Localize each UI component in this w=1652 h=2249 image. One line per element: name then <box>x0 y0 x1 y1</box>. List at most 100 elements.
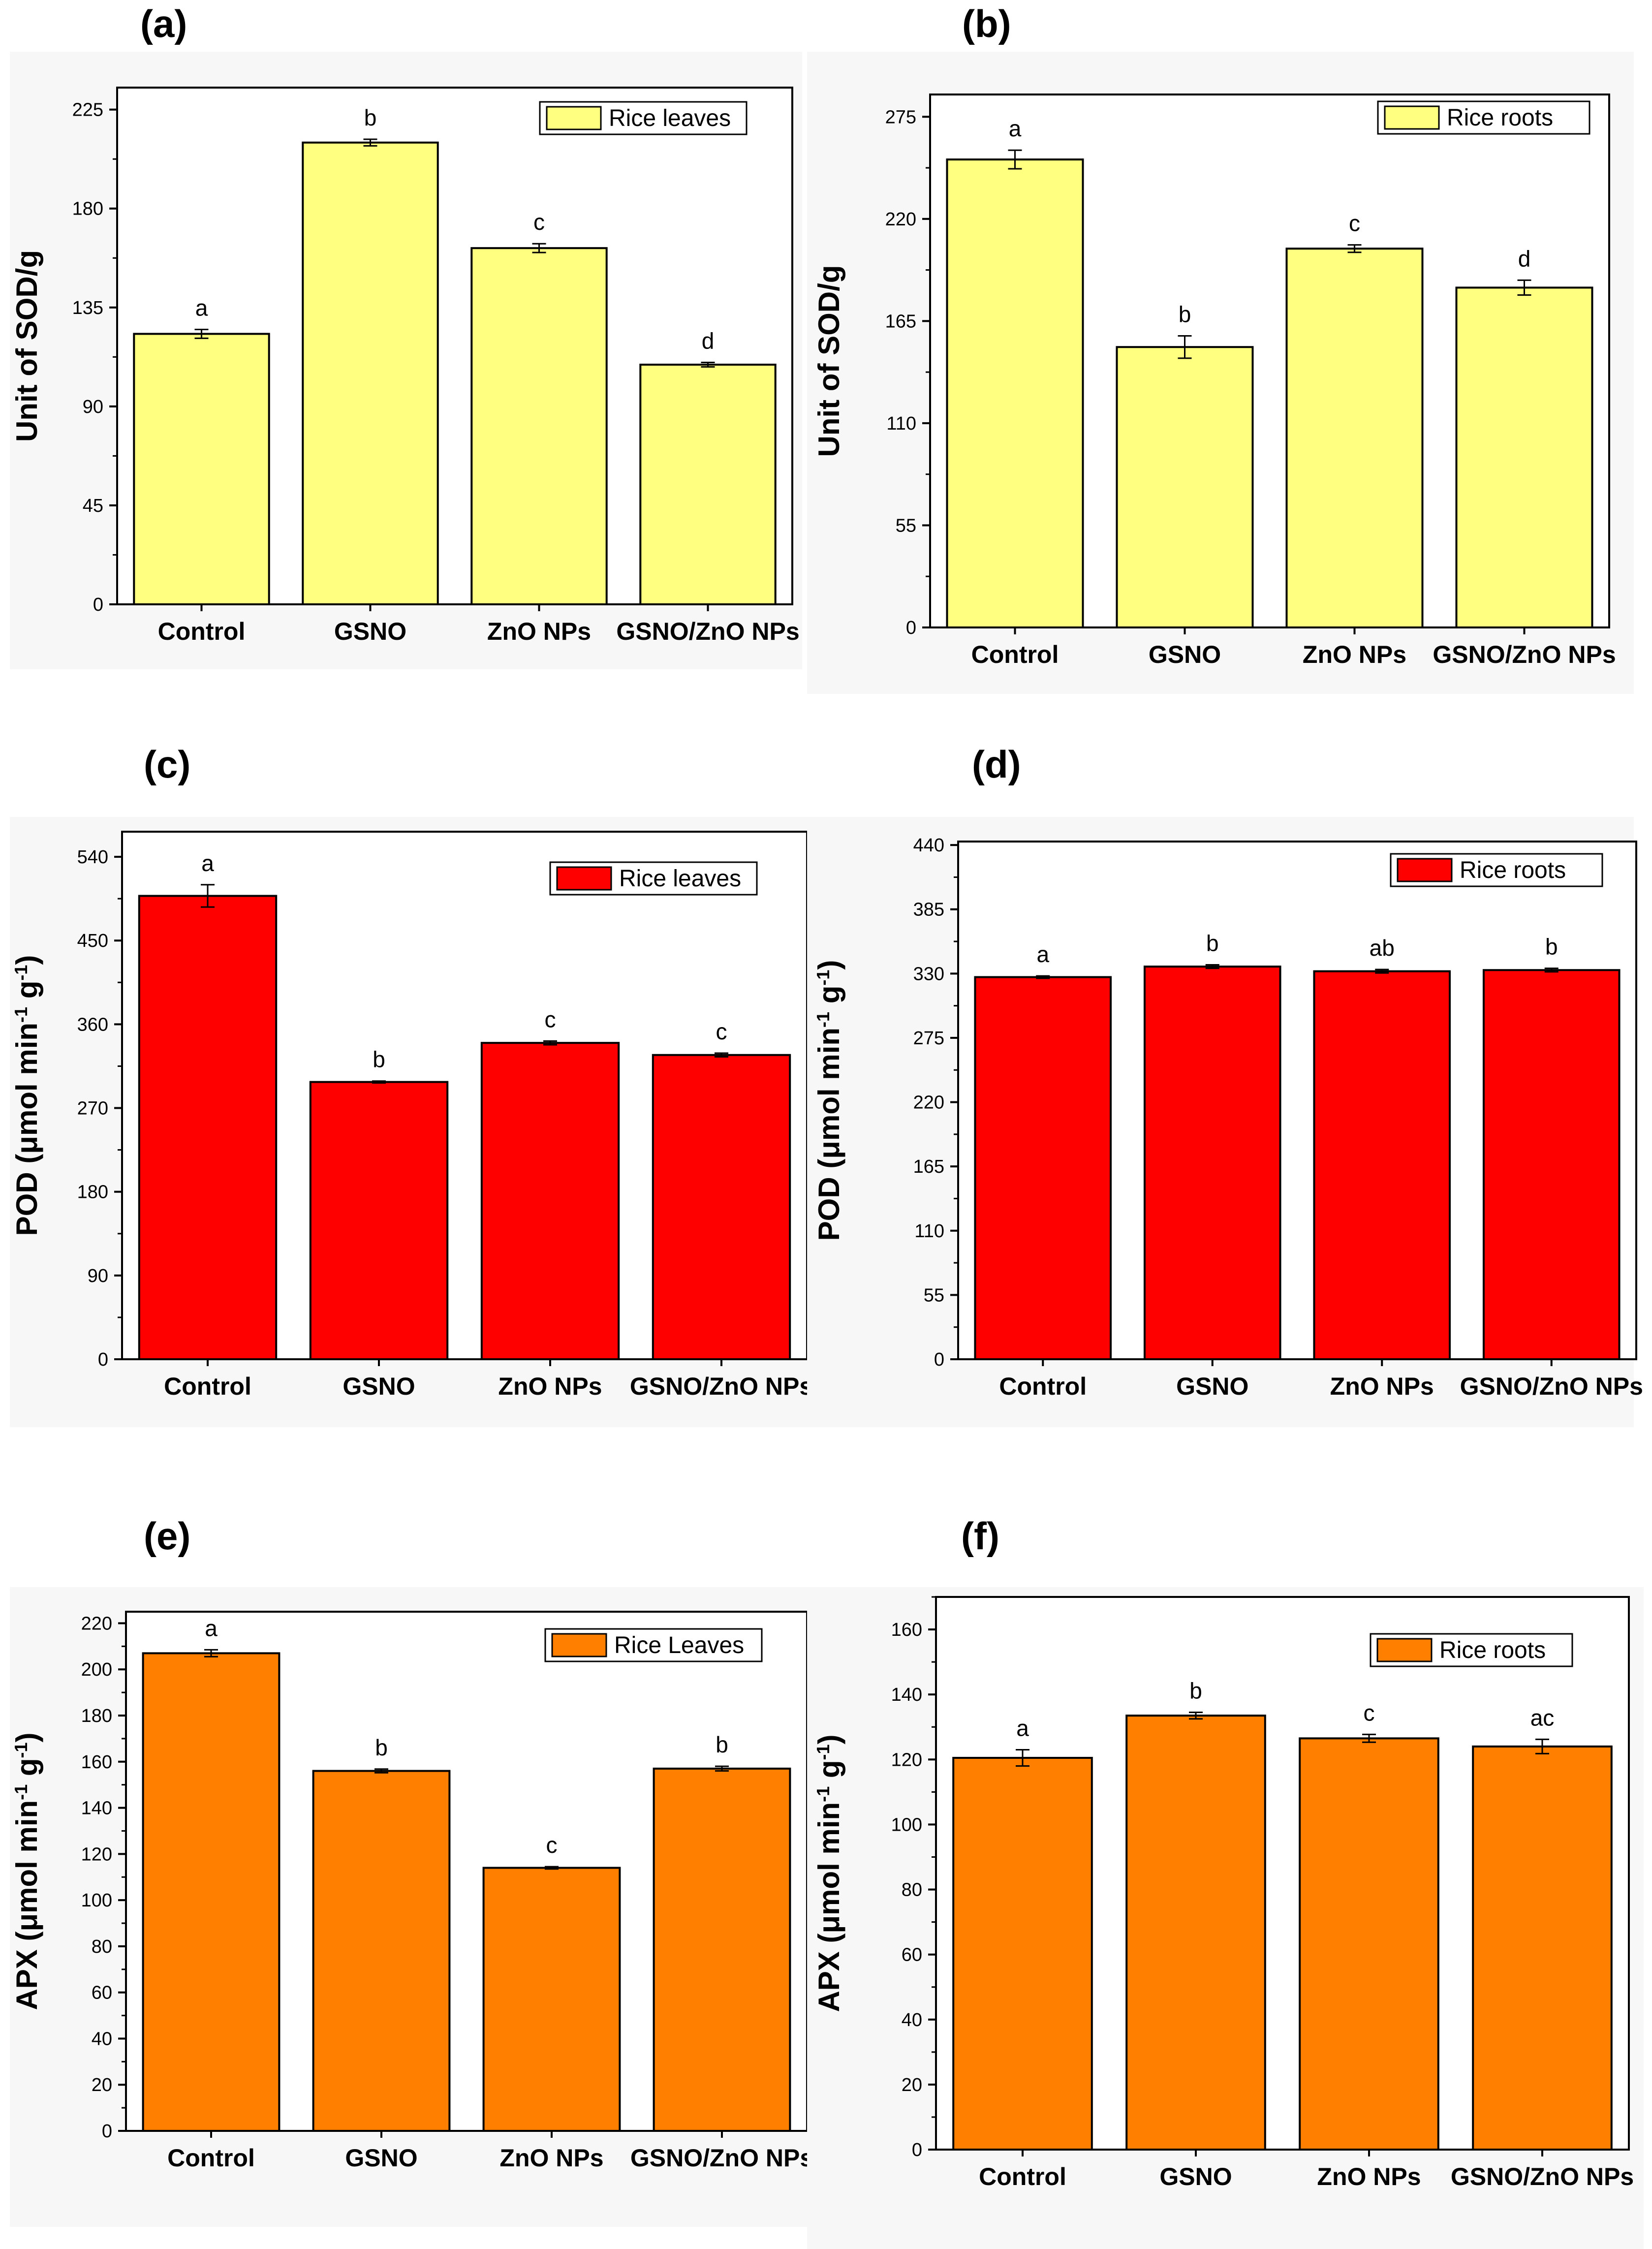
y-tick-label: 45 <box>83 496 103 516</box>
x-category-label: GSNO/ZnO NPs <box>1451 2163 1634 2190</box>
significance-letter: b <box>364 105 377 130</box>
panel-label: (d) <box>972 743 1021 786</box>
y-tick-label: 40 <box>902 2010 922 2030</box>
y-tick-label: 135 <box>72 298 103 318</box>
y-tick-label: 165 <box>885 311 916 332</box>
x-category-label: GSNO <box>345 2144 417 2172</box>
y-tick-label: 270 <box>77 1098 108 1119</box>
legend-swatch <box>556 866 612 891</box>
y-tick-label: 275 <box>885 107 916 127</box>
x-category-label: GSNO <box>1149 641 1221 668</box>
y-tick-label: 180 <box>77 1182 108 1203</box>
bar-gsno-zno-nps <box>1482 969 1621 1361</box>
panel-label: (f) <box>961 1514 999 1558</box>
bar-zno-nps <box>1285 248 1424 628</box>
bar-control <box>946 158 1084 628</box>
y-tick-label: 20 <box>902 2075 922 2095</box>
y-tick-label: 220 <box>885 209 916 230</box>
bar-gsno <box>309 1081 449 1360</box>
x-category-label: GSNO/ZnO NPs <box>630 1373 813 1400</box>
significance-letter: d <box>1518 246 1531 271</box>
x-category-label: Control <box>164 1373 251 1400</box>
y-tick-label: 40 <box>92 2029 112 2049</box>
y-tick-label: 55 <box>924 1285 944 1306</box>
x-category-label: Control <box>999 1373 1087 1400</box>
y-axis-title: APX (μmol min-1 g-1) <box>10 1732 43 2010</box>
y-tick-label: 0 <box>934 1349 944 1370</box>
y-tick-label: 120 <box>891 1749 922 1770</box>
bar-zno-nps <box>470 247 608 605</box>
y-tick-label: 0 <box>906 618 916 638</box>
x-category-label: GSNO/ZnO NPs <box>1433 641 1616 668</box>
legend-label: Rice leaves <box>609 105 731 131</box>
bar-gsno <box>1143 966 1281 1361</box>
y-tick-label: 385 <box>913 900 944 920</box>
bar-gsno-zno-nps <box>653 1767 791 2132</box>
y-tick-label: 140 <box>891 1685 922 1705</box>
significance-letter: b <box>1179 302 1191 327</box>
y-tick-label: 55 <box>896 515 916 536</box>
bar-gsno-zno-nps <box>1472 1745 1613 2151</box>
legend-swatch <box>1376 1638 1433 1662</box>
significance-letter: a <box>201 850 214 876</box>
bar-gsno <box>302 141 439 605</box>
bar-zno-nps <box>1313 970 1451 1360</box>
x-category-label: ZnO NPs <box>1330 1373 1434 1400</box>
chart-panel-pod-leaves: (c) 0 90 180 270 360 450 540 POD (μmol min-1 g-1… <box>10 743 822 1427</box>
significance-letter: c <box>533 209 545 235</box>
bar-gsno <box>1125 1715 1266 2151</box>
bar-control <box>952 1756 1093 2151</box>
legend-swatch <box>551 1633 607 1657</box>
y-tick-label: 0 <box>102 2121 112 2142</box>
y-axis-title: APX (μmol min-1 g-1) <box>812 1734 845 2012</box>
significance-letter: b <box>375 1735 388 1760</box>
y-tick-label: 275 <box>913 1028 944 1049</box>
x-category-label: GSNO/ZnO NPs <box>616 618 799 645</box>
y-tick-label: 110 <box>914 1221 944 1242</box>
y-tick-label: 220 <box>81 1613 112 1634</box>
y-tick-label: 0 <box>93 594 103 615</box>
significance-letter: c <box>1364 1700 1375 1725</box>
x-category-label: ZnO NPs <box>499 2144 603 2172</box>
x-category-label: Control <box>158 618 246 645</box>
y-tick-label: 140 <box>81 1798 112 1819</box>
y-tick-label: 0 <box>98 1349 108 1370</box>
chart-panel-apx-leaves: (e) 0 20 40 60 80 100 120 140 160 180 200 220 APX (μm… <box>10 1514 827 2227</box>
legend-label: Rice roots <box>1439 1637 1546 1663</box>
legend-swatch <box>1384 105 1440 130</box>
y-tick-label: 110 <box>886 413 916 434</box>
significance-letter: a <box>1009 116 1022 141</box>
x-category-label: GSNO <box>334 618 406 645</box>
y-tick-label: 100 <box>891 1814 922 1835</box>
significance-letter: c <box>1349 211 1360 236</box>
chart-panel-sod-roots: (b) 0 55 110 165 220 275 Unit of SOD/g a Control b… <box>807 2 1634 694</box>
significance-letter: ac <box>1530 1705 1555 1730</box>
significance-letter: b <box>1545 934 1558 960</box>
panel-label: (b) <box>962 2 1011 45</box>
y-tick-label: 180 <box>72 199 103 219</box>
bar-gsno <box>312 1770 451 2132</box>
y-tick-label: 200 <box>81 1659 112 1680</box>
bar-zno-nps <box>482 1867 621 2132</box>
bar-gsno-zno-nps <box>639 363 777 605</box>
x-category-label: Control <box>971 641 1059 668</box>
y-tick-label: 540 <box>77 847 108 868</box>
x-category-label: ZnO NPs <box>1303 641 1406 668</box>
significance-letter: ab <box>1370 935 1395 961</box>
y-tick-label: 100 <box>81 1890 112 1911</box>
y-tick-label: 225 <box>72 100 103 121</box>
legend-swatch <box>546 106 602 130</box>
bar-control <box>974 976 1112 1360</box>
x-category-label: GSNO <box>1159 2163 1232 2190</box>
y-tick-label: 160 <box>81 1752 112 1773</box>
y-axis-title: Unit of SOD/g <box>812 265 845 457</box>
y-tick-label: 0 <box>912 2140 922 2160</box>
bar-zno-nps <box>1299 1737 1439 2151</box>
y-tick-label: 120 <box>81 1844 112 1865</box>
chart-panel-sod-leaves: (a) 0 45 90 135 180 225 Unit of SOD/g a Control b G… <box>10 2 802 669</box>
legend-label: Rice Leaves <box>614 1632 744 1658</box>
significance-letter: c <box>545 1006 556 1032</box>
significance-letter: c <box>716 1019 727 1044</box>
y-tick-label: 160 <box>891 1620 922 1640</box>
